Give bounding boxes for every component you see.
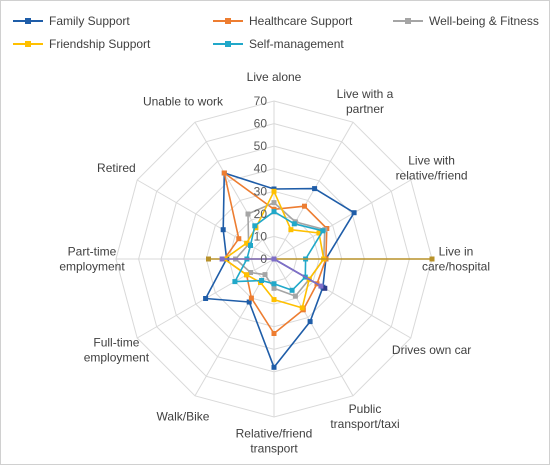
data-point bbox=[429, 256, 435, 262]
legend-swatch-marker bbox=[405, 18, 411, 24]
tick-label: 60 bbox=[254, 117, 268, 131]
legend-swatch-marker bbox=[25, 18, 31, 24]
grid-spoke bbox=[273, 179, 412, 260]
category-label: Unable to work bbox=[143, 94, 224, 108]
tick-label: 70 bbox=[254, 94, 268, 108]
category-label: Drives own car bbox=[392, 343, 471, 357]
data-point bbox=[262, 272, 268, 278]
category-label: Full-time employment bbox=[84, 336, 150, 365]
tick-label: 30 bbox=[254, 184, 268, 198]
data-point bbox=[271, 256, 277, 262]
data-point bbox=[246, 299, 252, 305]
data-point bbox=[322, 285, 328, 291]
data-point bbox=[271, 281, 277, 287]
legend-item: Family Support bbox=[13, 14, 130, 28]
data-point bbox=[271, 297, 277, 303]
legend: Family Support Healthcare Support Well-bei… bbox=[13, 14, 539, 51]
category-label: Live in care/hospital bbox=[422, 245, 490, 274]
category-label: Public transport/taxi bbox=[330, 402, 399, 431]
data-point bbox=[312, 186, 318, 192]
tick-label: 40 bbox=[254, 162, 268, 176]
data-point bbox=[299, 305, 305, 311]
tick-label: 0 bbox=[260, 252, 267, 266]
data-point bbox=[220, 227, 226, 233]
data-point bbox=[219, 256, 225, 262]
category-label: Walk/Bike bbox=[157, 410, 210, 424]
legend-label: Family Support bbox=[49, 14, 130, 28]
data-point bbox=[221, 170, 227, 176]
legend-label: Well-being & Fitness bbox=[429, 14, 539, 28]
legend-item: Healthcare Support bbox=[213, 14, 353, 28]
category-label: Part-time employment bbox=[59, 245, 125, 274]
legend-label: Self-management bbox=[249, 37, 344, 51]
data-point bbox=[203, 296, 209, 301]
series-0 bbox=[203, 170, 357, 370]
data-point bbox=[316, 230, 322, 236]
tick-label: 50 bbox=[254, 139, 268, 153]
data-point bbox=[206, 256, 211, 262]
data-point bbox=[271, 331, 277, 336]
legend-label: Healthcare Support bbox=[249, 14, 353, 28]
data-point bbox=[271, 209, 277, 215]
data-point bbox=[351, 210, 357, 216]
legend-label: Friendship Support bbox=[49, 37, 151, 51]
legend-item: Friendship Support bbox=[13, 37, 151, 51]
data-point bbox=[244, 272, 250, 278]
tick-label: 10 bbox=[254, 229, 268, 243]
radar-series bbox=[203, 170, 435, 370]
legend-item: Self-management bbox=[213, 37, 344, 51]
data-point bbox=[252, 223, 258, 229]
grid-spoke bbox=[194, 121, 275, 260]
data-point bbox=[232, 279, 238, 285]
data-point bbox=[271, 200, 277, 206]
data-point bbox=[302, 203, 307, 209]
legend-swatch-marker bbox=[225, 41, 231, 47]
category-label: Relative/friend transport bbox=[236, 427, 313, 456]
category-labels: Live alone Live with a partner Live with rel… bbox=[59, 70, 490, 456]
data-point bbox=[245, 211, 251, 217]
category-label: Retired bbox=[97, 161, 136, 175]
data-point bbox=[236, 236, 242, 242]
data-point bbox=[271, 285, 277, 291]
data-point bbox=[288, 227, 294, 233]
data-point bbox=[248, 270, 253, 275]
data-point bbox=[248, 243, 253, 248]
data-point bbox=[259, 278, 265, 283]
legend-item: Well-being & Fitness bbox=[393, 14, 539, 28]
legend-swatch-marker bbox=[225, 18, 231, 24]
data-point bbox=[292, 293, 298, 299]
legend-swatch-marker bbox=[25, 41, 31, 47]
data-point bbox=[320, 228, 326, 234]
data-point bbox=[307, 319, 313, 325]
data-point bbox=[271, 188, 277, 194]
category-label: Live alone bbox=[247, 70, 302, 84]
data-point bbox=[271, 364, 277, 370]
data-point bbox=[248, 295, 254, 301]
category-label: Live with a partner bbox=[337, 87, 394, 116]
data-point bbox=[244, 240, 250, 246]
data-point bbox=[289, 287, 295, 293]
data-point bbox=[291, 221, 297, 227]
tick-label: 20 bbox=[254, 207, 268, 221]
data-point bbox=[318, 283, 324, 289]
radial-tick-labels: 0 10 20 30 40 50 60 70 bbox=[254, 94, 268, 266]
grid-spoke bbox=[273, 258, 354, 397]
series-7 bbox=[219, 256, 324, 289]
category-label: Live with relative/friend bbox=[396, 154, 468, 183]
